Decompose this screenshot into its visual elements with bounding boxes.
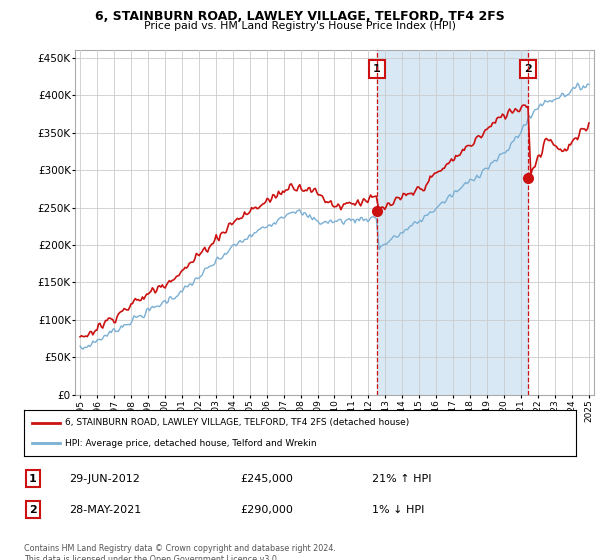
Text: 28-MAY-2021: 28-MAY-2021	[69, 505, 141, 515]
Text: 6, STAINBURN ROAD, LAWLEY VILLAGE, TELFORD, TF4 2FS (detached house): 6, STAINBURN ROAD, LAWLEY VILLAGE, TELFO…	[65, 418, 410, 427]
Text: 1: 1	[29, 474, 37, 484]
Text: £290,000: £290,000	[240, 505, 293, 515]
Text: 6, STAINBURN ROAD, LAWLEY VILLAGE, TELFORD, TF4 2FS: 6, STAINBURN ROAD, LAWLEY VILLAGE, TELFO…	[95, 10, 505, 23]
Text: HPI: Average price, detached house, Telford and Wrekin: HPI: Average price, detached house, Telf…	[65, 439, 317, 448]
Text: 21% ↑ HPI: 21% ↑ HPI	[372, 474, 431, 484]
Text: 29-JUN-2012: 29-JUN-2012	[69, 474, 140, 484]
Text: 2: 2	[524, 64, 532, 74]
Text: 2: 2	[29, 505, 37, 515]
Text: Contains HM Land Registry data © Crown copyright and database right 2024.
This d: Contains HM Land Registry data © Crown c…	[24, 544, 336, 560]
Text: 1: 1	[373, 64, 381, 74]
Text: Price paid vs. HM Land Registry's House Price Index (HPI): Price paid vs. HM Land Registry's House …	[144, 21, 456, 31]
Bar	[377, 50, 528, 395]
Text: £245,000: £245,000	[240, 474, 293, 484]
Text: 1% ↓ HPI: 1% ↓ HPI	[372, 505, 424, 515]
